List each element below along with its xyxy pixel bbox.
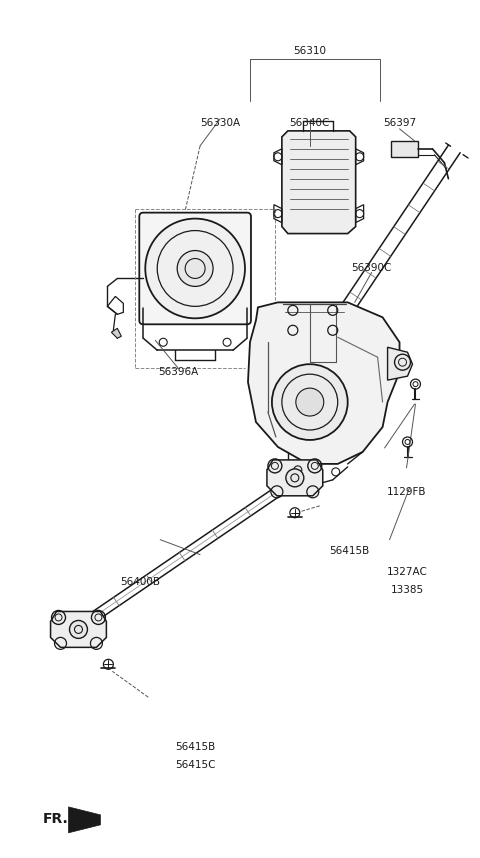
Text: 56415B: 56415B	[175, 742, 215, 752]
Polygon shape	[282, 131, 356, 233]
Text: 56400B: 56400B	[120, 577, 160, 587]
Polygon shape	[267, 460, 323, 496]
Text: 56415C: 56415C	[175, 760, 216, 770]
Circle shape	[145, 219, 245, 318]
Text: 56310: 56310	[293, 46, 326, 56]
Polygon shape	[391, 141, 419, 157]
Text: 56330A: 56330A	[200, 118, 240, 128]
Circle shape	[272, 364, 348, 440]
Text: 56390C: 56390C	[351, 263, 392, 274]
FancyBboxPatch shape	[139, 213, 251, 324]
Text: 13385: 13385	[391, 584, 424, 595]
Text: 56340C: 56340C	[289, 118, 330, 128]
Circle shape	[177, 251, 213, 287]
Polygon shape	[111, 329, 121, 338]
Circle shape	[70, 620, 87, 638]
Polygon shape	[387, 347, 412, 380]
Circle shape	[286, 468, 304, 486]
Text: FR.: FR.	[43, 812, 68, 826]
Text: 56397: 56397	[383, 118, 416, 128]
Polygon shape	[248, 302, 399, 464]
Text: 1129FB: 1129FB	[387, 486, 426, 497]
Text: 56415B: 56415B	[330, 546, 370, 556]
Circle shape	[296, 388, 324, 416]
Polygon shape	[50, 612, 107, 648]
Text: 1327AC: 1327AC	[387, 566, 428, 577]
Polygon shape	[69, 807, 100, 833]
Text: 56396A: 56396A	[158, 367, 198, 378]
